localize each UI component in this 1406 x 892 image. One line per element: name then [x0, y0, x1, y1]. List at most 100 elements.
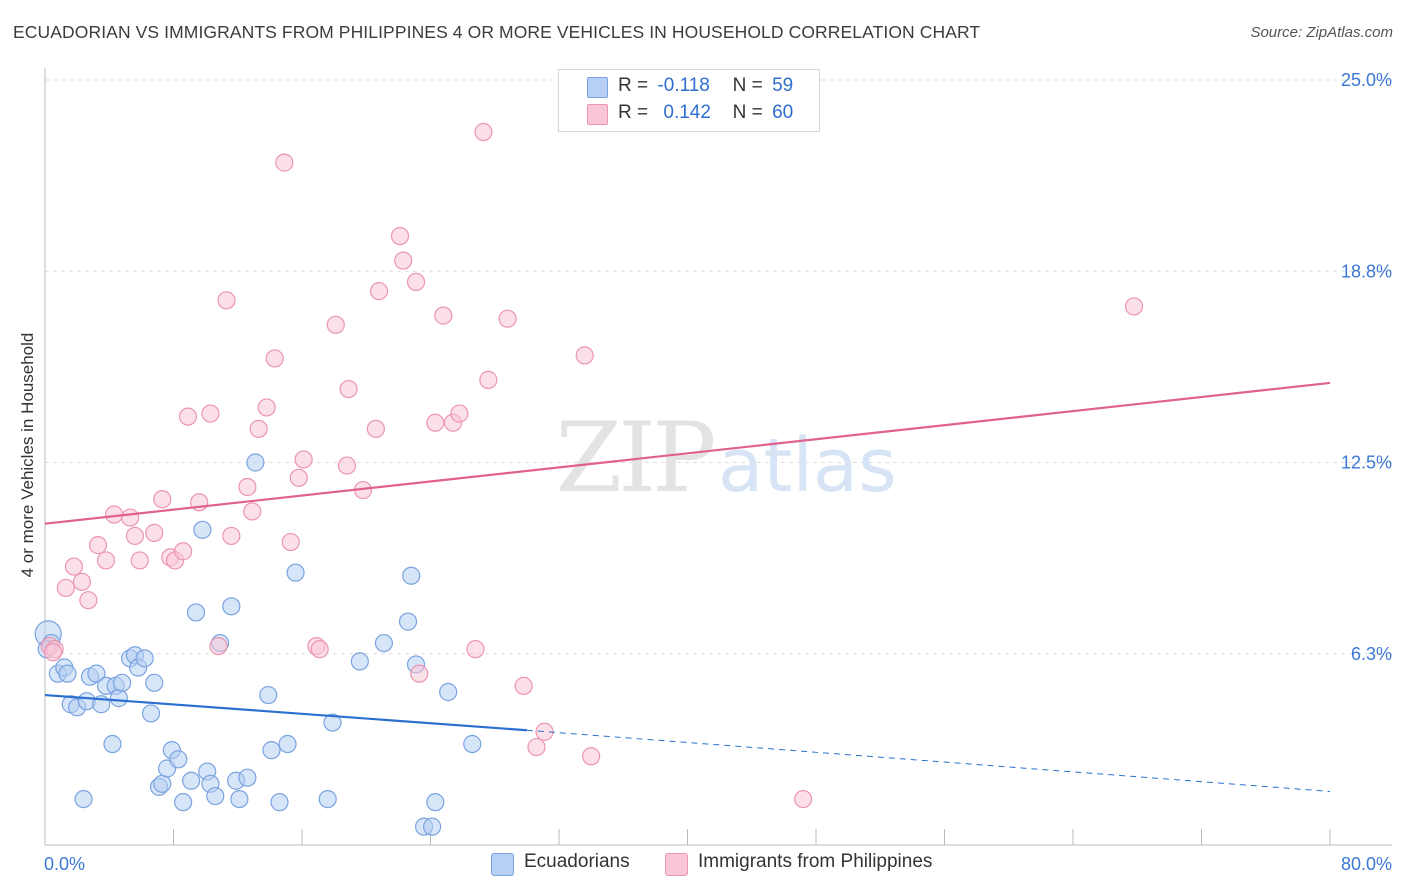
ecuadorian-point	[270, 793, 289, 812]
y-tick-label: 18.8%	[1341, 261, 1392, 281]
philippines-point	[130, 551, 149, 570]
ecuadorian-point	[135, 649, 154, 668]
philippines-point	[265, 349, 284, 368]
ecuadorian-point	[246, 453, 265, 472]
philippines-point	[281, 532, 300, 552]
ecuadorian-point	[230, 789, 249, 809]
philippines-point	[88, 536, 108, 555]
y-axis-label: 4 or more Vehicles in Household	[18, 332, 37, 578]
legend-stats-philippines: R = 0.142 N = 60	[618, 102, 793, 124]
y-tick-label: 12.5%	[1341, 453, 1392, 473]
ecuadorian-point	[182, 771, 201, 790]
legend-swatch-blue	[587, 77, 608, 98]
tick-labels: 25.0% 18.8% 12.5% 6.3% 0.0% 80.0%	[44, 70, 1392, 874]
ecuadorian-point	[423, 817, 442, 836]
ecuadorian-point	[350, 652, 369, 671]
source-label: Source: ZipAtlas.com	[1250, 24, 1393, 41]
philippines-point	[366, 419, 385, 438]
philippines-point	[479, 370, 498, 389]
philippines-point	[79, 591, 98, 610]
ecuadorian-point	[145, 673, 164, 692]
philippines-point	[310, 640, 329, 659]
ecuadorian-point	[103, 734, 122, 754]
watermark-atlas: atlas	[718, 423, 897, 509]
n-label: N =	[732, 102, 763, 123]
r-label: R =	[618, 75, 649, 96]
philippines-point	[390, 226, 410, 246]
philippines-point	[326, 315, 345, 334]
ecuadorian-point	[153, 774, 172, 793]
philippines-point	[43, 643, 63, 662]
philippines-point	[394, 251, 413, 270]
philippines-point	[209, 636, 228, 656]
philippines-point	[64, 557, 84, 576]
ecuadorian-point	[426, 793, 445, 812]
ecuadorian-point	[398, 612, 418, 631]
philippines-point	[121, 508, 140, 527]
legend-stats-ecuadorians: R = -0.118 N = 59	[618, 75, 793, 97]
ecuadorian-point	[74, 789, 93, 809]
philippines-point	[222, 526, 241, 546]
ecuadorian-point	[278, 734, 297, 754]
philippines-point	[153, 490, 172, 509]
ecuadorian-point	[318, 789, 337, 809]
philippines-point	[217, 291, 236, 310]
trend-lines	[44, 381, 1331, 792]
ecuadorian-point	[112, 673, 132, 692]
philippines-point	[174, 542, 193, 561]
ecuadorian-point	[402, 566, 421, 585]
philippines-point	[410, 664, 429, 683]
chart-title: ECUADORIAN VS IMMIGRANTS FROM PHILIPPINE…	[13, 22, 981, 42]
philippines-point	[289, 468, 308, 487]
ecuadorian-point	[238, 768, 257, 787]
philippines-point	[466, 640, 485, 659]
philippines-point	[474, 122, 493, 142]
philippines-point	[434, 306, 453, 325]
ecuadorian-trend-extension	[526, 729, 1331, 792]
philippines-point	[72, 572, 92, 591]
philippines-point	[514, 676, 533, 695]
ecuadorian-point	[169, 750, 188, 769]
ecuadorian-point	[323, 713, 342, 732]
x-tick-label: 80.0%	[1341, 854, 1392, 874]
bottom-legend-swatch-pink	[665, 853, 688, 876]
bottom-legend-label: Ecuadorians	[524, 851, 630, 872]
y-tick-label: 6.3%	[1351, 644, 1392, 664]
data-points	[34, 122, 1144, 836]
philippines-point	[370, 282, 389, 301]
philippines-point	[450, 404, 469, 423]
philippines-point	[406, 272, 426, 292]
y-tick-label: 25.0%	[1341, 70, 1392, 90]
philippines-trend-line	[44, 381, 1331, 525]
ecuadorian-point	[439, 682, 458, 702]
n-value: 60	[772, 102, 794, 123]
philippines-point	[582, 747, 601, 766]
philippines-point	[96, 551, 116, 570]
ecuadorian-point	[87, 664, 106, 683]
philippines-point	[201, 404, 220, 423]
philippines-point	[249, 419, 268, 438]
ecuadorian-point	[286, 563, 305, 582]
stats-legend: R = -0.118 N = 59 R = 0.142 N = 60	[558, 69, 820, 132]
r-label: R =	[618, 102, 649, 123]
ecuadorian-trend-line	[44, 693, 527, 732]
watermark: ZIP atlas	[555, 402, 896, 514]
x-tick-label: 0.0%	[44, 854, 85, 874]
philippines-point	[1124, 297, 1144, 316]
philippines-point	[178, 407, 198, 426]
ecuadorian-point	[109, 689, 128, 708]
n-value: 59	[772, 75, 794, 96]
r-value: 0.142	[663, 102, 711, 123]
ecuadorian-point	[141, 704, 161, 723]
philippines-point	[527, 737, 546, 757]
ecuadorian-point	[58, 664, 77, 683]
grid-lines	[45, 79, 1392, 655]
ecuadorian-point	[206, 786, 225, 806]
philippines-point	[243, 502, 262, 521]
bottom-legend-swatch-blue	[491, 853, 514, 876]
philippines-point	[339, 379, 358, 399]
bottom-legend-label: Immigrants from Philippines	[698, 851, 933, 872]
philippines-point	[257, 398, 276, 417]
ecuadorian-point	[186, 603, 206, 622]
